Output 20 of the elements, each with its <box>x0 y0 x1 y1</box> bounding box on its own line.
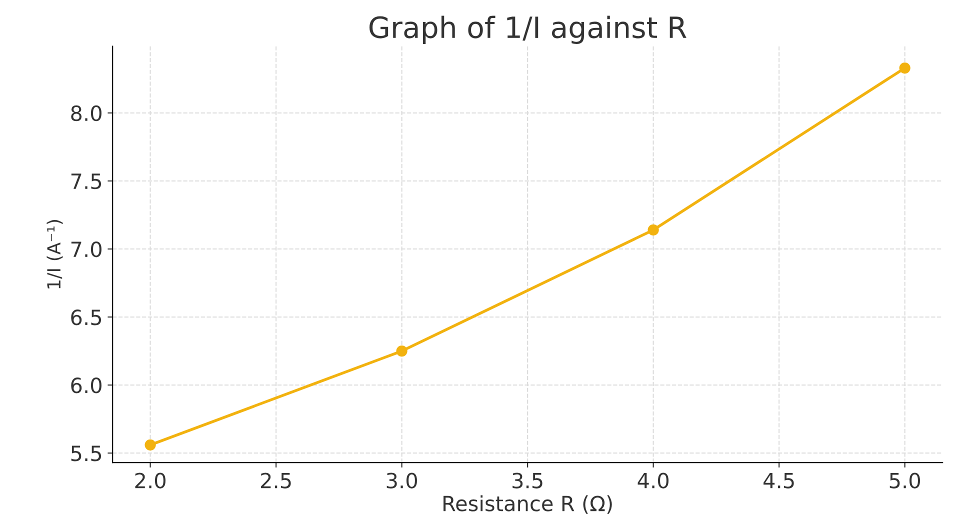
point <box>648 224 659 236</box>
y-tick-label: 8.0 <box>71 105 102 122</box>
y-tick-label: 7.0 <box>71 241 102 258</box>
y-tick-label: 6.0 <box>71 378 102 394</box>
point <box>396 345 408 357</box>
x-axis-title: Resistance R (Ω) <box>444 495 612 514</box>
x-tick-label: 3.0 <box>386 472 417 488</box>
x-tick-label: 2.0 <box>135 472 166 488</box>
point <box>899 62 910 74</box>
x-tick-label: 5.0 <box>890 472 920 488</box>
y-tick-label: 7.5 <box>71 174 102 190</box>
x-tick-label: 2.5 <box>261 472 291 488</box>
y-axis-title: 1/I (A⁻¹) <box>46 220 63 288</box>
x-tick-label: 4.5 <box>764 472 794 488</box>
x-tick-label: 3.5 <box>512 472 542 488</box>
x-tick-label: 4.0 <box>638 472 668 488</box>
point <box>144 439 156 450</box>
y-tick-label: 6.5 <box>71 309 102 326</box>
chart-title: Graph of 1/I against R <box>370 16 686 44</box>
y-tick-label: 5.5 <box>71 446 102 462</box>
